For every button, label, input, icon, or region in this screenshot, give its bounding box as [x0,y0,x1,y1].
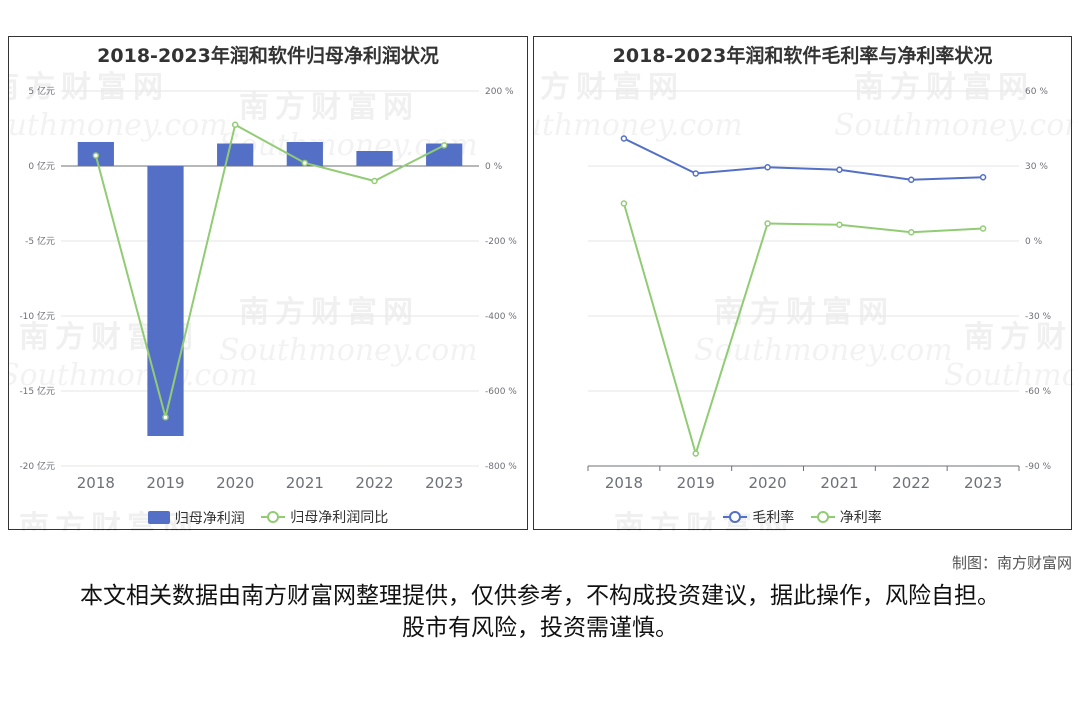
y-tick-label-right: -30 % [1025,312,1052,322]
data-point [371,177,378,185]
bar [147,166,184,436]
watermark-cn: 南方财富网 [714,295,894,330]
data-point [162,414,169,421]
net-profit-chart: 南方财富网Southmoney.com南方财富网Southmoney.com南方… [9,70,517,531]
chart-legend: 毛利率 净利率 [534,507,1071,528]
y-tick-label-left: -5 亿元 [25,235,55,247]
data-point [620,135,628,142]
data-point [979,174,987,181]
legend-line-swatch [810,510,835,524]
watermark-en: Southmoney.com [9,358,258,393]
legend-item-net-margin[interactable]: 净利率 [810,507,882,527]
y-tick-label-right: 0 % [485,162,503,172]
y-tick-label-right: 200 % [485,87,514,97]
net-profit-chart-panel: 2018-2023年润和软件归母净利润状况 南方财富网Southmoney.co… [8,36,528,531]
series-line [94,123,445,418]
y-tick-label-right: -400 % [485,312,517,322]
chart-credit: 制图：南方财富网 [951,554,1072,572]
legend-line-swatch [261,510,286,524]
legend-item-net-profit-yoy[interactable]: 归母净利润同比 [261,507,388,527]
watermark-en: Southmoney.com [219,333,478,368]
x-tick-label: 2018 [77,474,115,492]
legend-label: 毛利率 [752,510,795,526]
legend-label: 归母净利润 [174,510,245,527]
watermark-cn: 南方财富网 [534,70,684,105]
watermark-en: Southmoney.com [694,333,953,368]
watermark-cn: 南方财富网 [854,70,1034,105]
y-tick-label-right: 60 % [1025,87,1048,97]
watermark-en: Southmoney.com [9,108,228,143]
x-tick-label: 2019 [677,474,715,492]
data-point [301,159,309,167]
legend-label: 净利率 [839,510,882,526]
legend-item-gross-margin[interactable]: 毛利率 [723,507,794,527]
data-point [692,170,699,177]
y-tick-label-left: -20 亿元 [19,460,55,472]
data-point [92,152,100,159]
data-point [836,221,843,228]
y-tick-label-right: -800 % [485,462,517,472]
data-point [908,176,915,183]
x-tick-label: 2023 [425,474,463,492]
y-tick-label-right: 0 % [1025,237,1043,247]
x-tick-label: 2023 [964,474,1002,492]
watermark-en: Southmoney.com [944,358,1073,393]
data-point [764,220,771,227]
bar [356,151,393,166]
chart-title: 2018-2023年润和软件归母净利润状况 [97,45,439,67]
y-tick-label-left: 0 亿元 [28,160,55,172]
legend-item-net-profit[interactable]: 归母净利润 [147,508,245,528]
chart-title: 2018-2023年润和软件毛利率与净利率状况 [612,45,993,67]
chart-legend: 归母净利润 归母净利润同比 [9,507,527,528]
data-point [979,225,987,232]
margin-chart-panel: 2018-2023年润和软件毛利率与净利率状况 南方财富网Southmoney.… [533,36,1073,531]
y-tick-label-left: -15 亿元 [19,385,55,397]
data-point [908,229,915,236]
x-tick-label: 2019 [146,474,184,492]
x-tick-label: 2021 [820,474,858,492]
series-line [623,137,984,181]
legend-label: 归母净利润同比 [290,510,389,526]
watermark-en: Southmoney.com [534,108,743,143]
y-tick-label-right: -600 % [485,387,517,397]
bar [217,143,254,166]
data-point [620,200,628,207]
x-tick-label: 2022 [355,474,393,492]
y-tick-label-right: -60 % [1025,387,1052,397]
data-point [440,142,448,149]
x-tick-label: 2020 [216,474,254,492]
series-line [622,203,984,457]
watermark-en: Southmoney.com [834,108,1073,143]
x-tick-label: 2022 [892,474,930,492]
x-tick-label: 2021 [286,474,324,492]
data-point [231,121,239,128]
y-tick-label-right: 30 % [1025,162,1048,172]
x-tick-label: 2018 [605,474,643,492]
data-point [764,164,771,171]
y-tick-label-right: -90 % [1025,462,1052,472]
x-tick-label: 2020 [748,474,786,492]
data-point [692,450,699,457]
y-tick-label-left: 5 亿元 [28,85,55,97]
legend-bar-swatch [147,511,170,524]
watermark-cn: 南方财富网 [964,320,1073,355]
watermark-cn: 南方财富网 [614,510,794,531]
y-tick-label-right: -200 % [485,237,517,247]
watermark-cn: 南方财富网 [239,295,419,330]
y-tick-label-left: -10 亿元 [19,310,55,322]
watermark-cn: 南方财富网 [239,90,419,125]
legend-line-swatch [723,510,748,524]
data-point [836,166,843,173]
disclaimer-text: 本文相关数据由南方财富网整理提供，仅供参考，不构成投资建议，据此操作，风险自担。… [80,583,1000,641]
watermark-cn: 南方财富网 [9,70,169,105]
margin-chart: 南方财富网Southmoney.com南方财富网Southmoney.com南方… [534,70,1073,531]
